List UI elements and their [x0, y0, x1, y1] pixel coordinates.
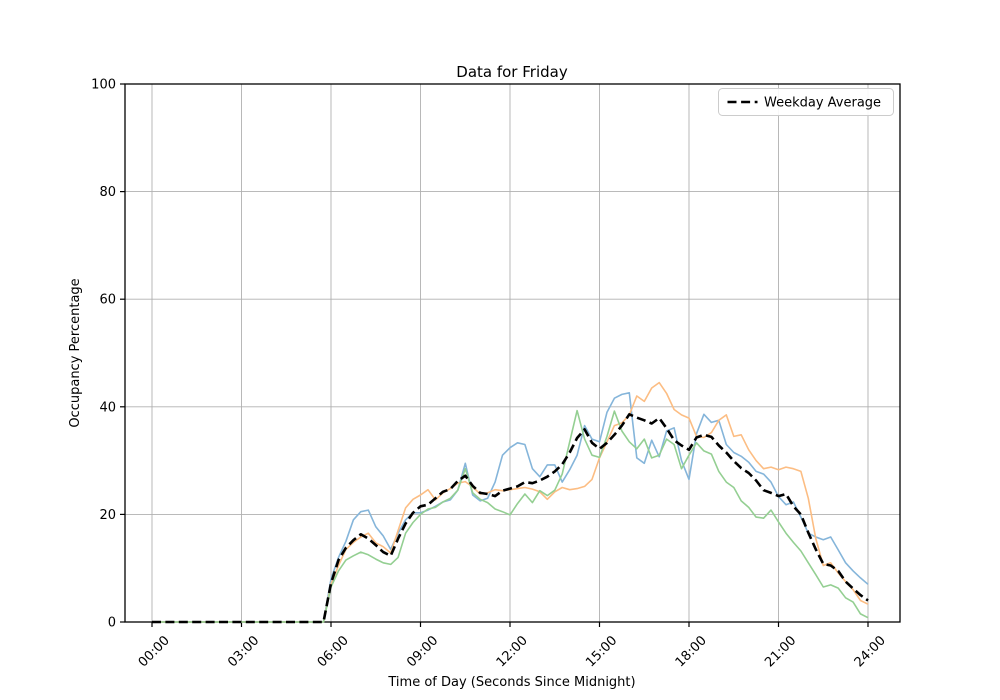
x-tick-label: 09:00: [404, 633, 441, 670]
y-tick-label: 0: [108, 616, 116, 631]
x-axis-label: Time of Day (Seconds Since Midnight): [387, 675, 635, 690]
x-tick-label: 06:00: [315, 633, 352, 670]
x-tick-label: 03:00: [225, 633, 262, 670]
y-tick-label: 80: [99, 185, 116, 200]
series-lines: [152, 381, 869, 624]
y-tick-label: 20: [99, 508, 116, 523]
legend-label: Weekday Average: [764, 96, 881, 111]
y-axis-label: Occupancy Percentage: [68, 278, 83, 427]
y-tick-labels: 0 20 40 60 80 100: [91, 78, 116, 631]
y-tick-label: 60: [99, 293, 116, 308]
y-tick-label: 40: [99, 400, 116, 415]
x-tick-label: 15:00: [583, 633, 620, 670]
x-tick-label: 18:00: [673, 633, 710, 670]
chart-title: Data for Friday: [456, 63, 568, 81]
y-tick-label: 100: [91, 78, 116, 93]
x-tick-label: 00:00: [136, 633, 173, 670]
x-tick-labels: 00:00 03:00 06:00 09:00 12:00 15:00 18:00 21:00…: [136, 633, 889, 670]
series-line-friday-week-green: [152, 409, 869, 623]
x-tick-label: 21:00: [762, 633, 799, 670]
gridlines: [125, 83, 900, 623]
legend-box: [718, 88, 894, 116]
plot-border: [124, 83, 901, 623]
x-tick-label: 24:00: [852, 633, 889, 670]
tick-marks: [120, 83, 869, 627]
x-tick-label: 12:00: [494, 633, 531, 670]
legend: Weekday Average: [718, 88, 894, 116]
series-line-weekday-average: [152, 412, 869, 624]
